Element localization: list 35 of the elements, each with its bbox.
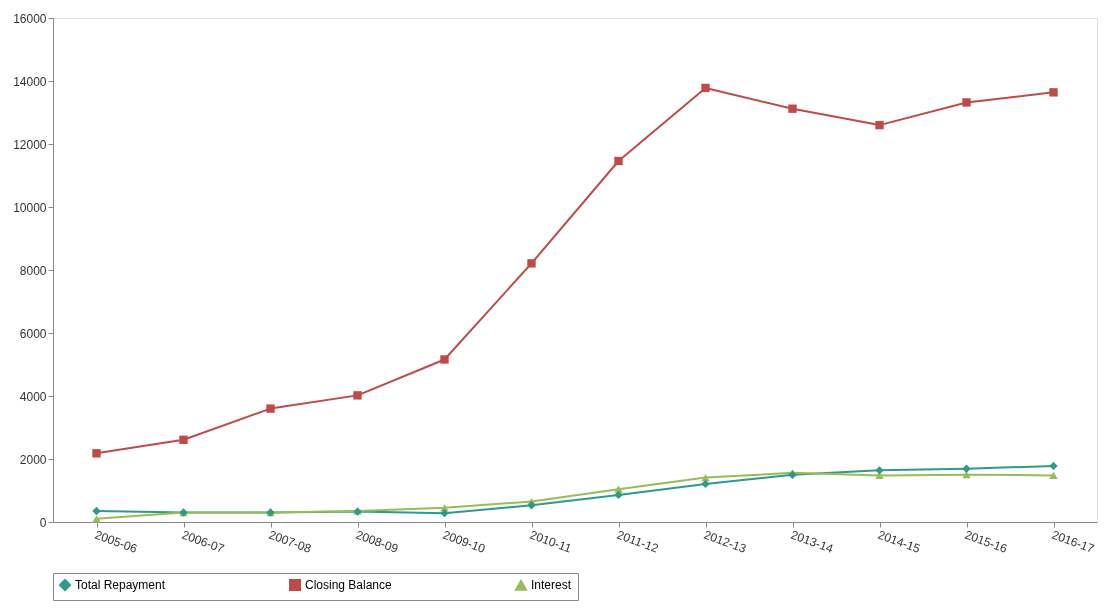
point [614, 156, 623, 166]
point [527, 259, 536, 268]
point [92, 515, 101, 523]
point [962, 464, 971, 473]
point [92, 506, 101, 516]
point [179, 435, 188, 444]
point [614, 490, 623, 500]
point [440, 509, 449, 518]
point [527, 501, 536, 510]
y-tick-label: 16000 [13, 11, 47, 26]
legend-label: Total Repayment [75, 578, 166, 592]
point [701, 83, 710, 93]
y-tick-label: 0 [39, 515, 47, 530]
point [92, 449, 101, 458]
y-tick-label: 4000 [19, 389, 47, 404]
point [353, 391, 362, 400]
legend-label: Interest [531, 578, 572, 593]
y-tick-label: 8000 [19, 263, 47, 278]
point [440, 355, 449, 364]
point [875, 120, 884, 130]
point [1049, 88, 1058, 97]
y-tick-label: 6000 [19, 326, 47, 341]
point [875, 466, 884, 475]
y-tick-label: 2000 [19, 452, 47, 467]
point [701, 479, 710, 489]
point [701, 473, 710, 482]
point [962, 98, 971, 107]
point [788, 104, 797, 113]
point [1049, 461, 1058, 471]
point [266, 404, 275, 413]
y-tick-label: 10000 [13, 200, 47, 215]
y-tick-label: 14000 [13, 74, 47, 89]
point [1049, 471, 1058, 479]
y-tick-label: 12000 [13, 137, 47, 152]
legend-label: Closing Balance [305, 578, 393, 592]
